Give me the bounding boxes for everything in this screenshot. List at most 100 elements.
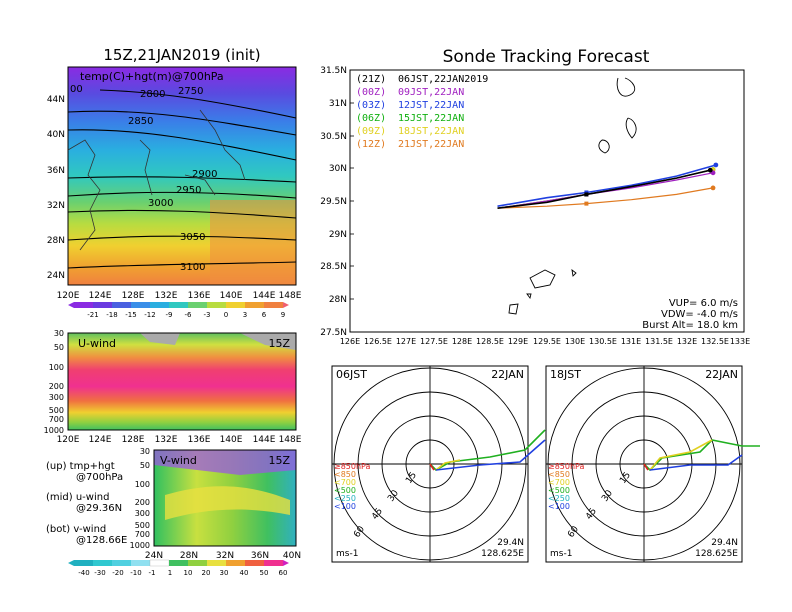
- vdw-param: VDW= -4.0 m/s: [661, 309, 738, 320]
- level-label: ≥850hPa: [334, 462, 371, 471]
- lon-label: 129.5E: [533, 337, 561, 346]
- level-label: <850: [548, 470, 570, 479]
- cbar-label: 9: [281, 311, 285, 319]
- lon-label: 127.5E: [420, 337, 448, 346]
- top-left-title: 15Z,21JAN2019 (init): [103, 46, 260, 64]
- lat-label: 44N: [47, 95, 65, 105]
- lon-label: 124E: [89, 291, 112, 301]
- v-wind-frame: [153, 449, 297, 547]
- track-lines: [497, 162, 719, 209]
- lon-label: 148E: [279, 291, 302, 301]
- colorbar-swatch: [207, 302, 226, 308]
- lat-label: 29N: [329, 230, 347, 240]
- p-label: 200: [49, 382, 64, 391]
- cbar-label: -3: [204, 311, 211, 319]
- v-wind-upper: [154, 450, 296, 475]
- v-wind-label: V-wind: [160, 454, 197, 467]
- colorbar-swatch: [264, 560, 283, 566]
- level-label: <500: [334, 486, 356, 495]
- v-wind-panel: V-wind 15Z: [153, 449, 297, 547]
- height-contours: [67, 89, 297, 269]
- u-wind-label: U-wind: [78, 337, 116, 350]
- tracking-legend: (21Z) 06JST,22JAN2019 (00Z) 09JST,22JAN …: [356, 74, 488, 150]
- contour-labels: 2800 2750 2850 2900 2950 3000 3050 3100 …: [70, 84, 217, 273]
- temp-lon-labels: 120E 124E 128E 132E 136E 140E 144E 148E: [57, 291, 302, 301]
- track-line-5: [497, 187, 714, 209]
- p-label: 50: [54, 343, 64, 352]
- colorbar-swatch: [112, 302, 131, 308]
- lat-label: 30N: [329, 164, 347, 174]
- cbar-label: -15: [125, 311, 136, 319]
- v-p-labels: 30 50 100 200 300 500 700 1000: [130, 447, 150, 550]
- lon-label: 128E: [122, 435, 145, 445]
- cbar-label: -30: [94, 569, 105, 577]
- lon-label: 132E: [677, 337, 697, 346]
- lat-label: 28N: [180, 551, 198, 561]
- temp-map-panel: 2800 2750 2850 2900 2950 3000 3050 3100 …: [67, 66, 297, 286]
- track-mid-point: [584, 201, 589, 206]
- burst-param: Burst Alt= 18.0 km: [642, 320, 738, 331]
- u-wind-panel: U-wind 15Z: [67, 332, 297, 431]
- colorbar-swatch: [150, 302, 169, 308]
- hodo-time: 18JST: [550, 368, 581, 381]
- cbar-label: -1: [149, 569, 156, 577]
- cbar-label: 60: [279, 569, 288, 577]
- cbar-label: -10: [130, 569, 141, 577]
- track-end-point: [713, 162, 719, 168]
- legend-line: (mid) u-wind: [46, 492, 109, 503]
- p-label: 30: [54, 329, 64, 338]
- colorbar-swatch: [74, 302, 93, 308]
- contour-label: 2850: [128, 116, 153, 127]
- legend-line: @29.36N: [76, 503, 122, 514]
- colorbar-arrow-right: [283, 302, 289, 308]
- temp-colorbar: [68, 302, 289, 308]
- lon-label: 130E: [565, 337, 585, 346]
- u-wind-gray: [240, 333, 296, 350]
- legend-line: @700hPa: [76, 472, 123, 483]
- lon-label: 136E: [188, 435, 211, 445]
- hodo-trace-blue: [435, 439, 546, 471]
- tracking-lon-labels: 126E 126.5E 127E 127.5E 128E 128.5E 129E…: [340, 337, 750, 346]
- colorbar-swatch: [264, 302, 283, 308]
- lon-label: 124E: [89, 435, 112, 445]
- lat-label: 30.5N: [320, 132, 347, 142]
- lat-label: 28N: [47, 236, 65, 246]
- p-label: 500: [135, 521, 150, 530]
- legend-code: (12Z): [356, 139, 386, 150]
- level-label: <250: [334, 494, 356, 503]
- tracking-lat-labels: 31.5N 31N 30.5N 30N 29.5N 29N 28.5N 28N …: [320, 66, 347, 338]
- hodo-lon: 128.625E: [695, 549, 738, 559]
- legend-code: (09Z): [356, 126, 386, 137]
- hodo-trace-red: [429, 463, 435, 471]
- u-wind-gray: [140, 333, 180, 345]
- cbar-label: 6: [262, 311, 267, 319]
- colorbar-swatch: [93, 302, 112, 308]
- colorbar-swatch: [188, 560, 207, 566]
- legend-text: 15JST,22JAN: [398, 113, 464, 124]
- level-label: <850: [334, 470, 356, 479]
- legend-text: 18JST,22JAN: [398, 126, 464, 137]
- tracking-title: Sonde Tracking Forecast: [443, 47, 650, 67]
- p-label: 30: [140, 447, 150, 456]
- colorbar-swatch: [169, 560, 188, 566]
- p-label: 100: [49, 363, 64, 372]
- legend-code: (03Z): [356, 100, 386, 111]
- lon-label: 136E: [188, 291, 211, 301]
- lat-label: 24N: [145, 551, 163, 561]
- lon-label: 132.5E: [701, 337, 729, 346]
- legend-text: 12JST,22JAN: [398, 100, 464, 111]
- v-wind-time: 15Z: [268, 454, 290, 467]
- cbar-label: 10: [184, 569, 193, 577]
- hodo-trace-green: [429, 429, 546, 471]
- lon-label: 128E: [452, 337, 472, 346]
- lon-label: 129E: [508, 337, 528, 346]
- hodo-date: 22JAN: [491, 368, 524, 381]
- v-colorbar: [68, 559, 289, 567]
- hodo-trace-yellow: [649, 439, 713, 471]
- colorbar-swatch: [112, 560, 131, 566]
- u-p-labels: 30 50 100 200 300 500 700 1000: [44, 329, 64, 435]
- colorbar-swatch: [245, 560, 264, 566]
- track-end-point: [707, 167, 713, 173]
- contour-label: 2750: [178, 86, 203, 97]
